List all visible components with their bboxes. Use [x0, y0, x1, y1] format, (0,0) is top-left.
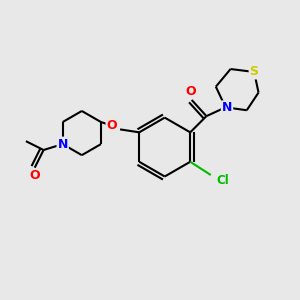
Text: O: O	[185, 85, 196, 98]
Text: N: N	[58, 138, 68, 151]
Text: S: S	[250, 65, 259, 79]
Text: O: O	[106, 119, 117, 132]
Text: Cl: Cl	[216, 174, 229, 187]
Text: O: O	[29, 169, 40, 182]
Text: N: N	[222, 101, 232, 114]
